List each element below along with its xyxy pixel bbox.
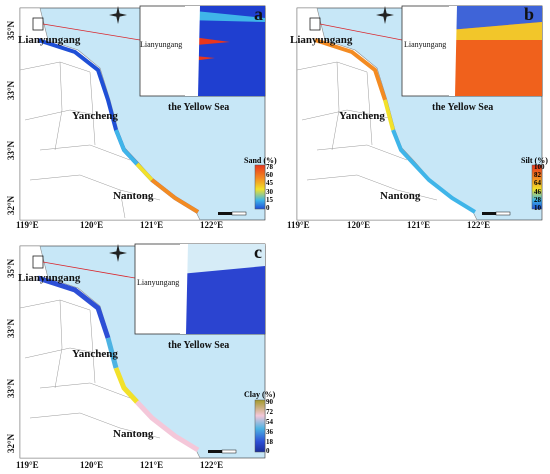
legend-value: 72 — [266, 408, 273, 416]
lon-tick: 121°E — [140, 460, 164, 470]
legend-value: 54 — [266, 418, 273, 426]
city-lianyungang: Lianyungang — [18, 34, 81, 46]
legend-title: Sand (%) — [244, 156, 277, 165]
inset-city-label: Lianyungang — [140, 40, 183, 49]
inset-city-label: Lianyungang — [137, 278, 180, 287]
legend-value: 90 — [266, 398, 273, 406]
panel-letter: b — [524, 4, 535, 24]
lon-tick: 122°E — [200, 460, 224, 470]
city-yancheng: Yancheng — [72, 348, 118, 360]
lon-tick: 122°E — [467, 220, 491, 230]
lat-tick: 35°N — [6, 20, 16, 40]
legend-value: 64 — [534, 179, 541, 187]
legend-title: Clay (%) — [244, 390, 276, 399]
lon-tick: 119°E — [16, 460, 39, 470]
legend-value: 30 — [266, 188, 273, 196]
city-nantong: Nantong — [113, 190, 154, 202]
compass-rose-icon — [109, 244, 127, 262]
coastal-belt — [37, 275, 111, 339]
lat-tick: 33°N — [6, 140, 16, 160]
silt-map — [296, 5, 543, 221]
clay-map — [19, 243, 266, 459]
legend-value: 10 — [534, 204, 541, 212]
lon-tick: 119°E — [287, 220, 310, 230]
city-lianyungang: Lianyungang — [290, 34, 353, 46]
city-yancheng: Yancheng — [339, 110, 385, 122]
legend-value: 82 — [534, 171, 541, 179]
legend-value: 45 — [266, 179, 273, 187]
legend-value: 78 — [266, 163, 273, 171]
legend-value: 15 — [266, 196, 273, 204]
legend-value: 46 — [534, 188, 541, 196]
legend-value: 28 — [534, 196, 541, 204]
sea-label: the Yellow Sea — [432, 102, 494, 113]
lat-tick: 33°N — [6, 80, 16, 100]
legend-title: Silt (%) — [521, 156, 548, 165]
city-nantong: Nantong — [113, 428, 154, 440]
city-yancheng: Yancheng — [72, 110, 118, 122]
sea-label: the Yellow Sea — [168, 102, 230, 113]
lat-tick: 35°N — [6, 258, 16, 278]
legend-value: 18 — [266, 438, 273, 446]
coastal-belt — [314, 38, 387, 101]
sand-map — [19, 5, 266, 221]
lon-tick: 120°E — [80, 460, 104, 470]
lon-tick: 122°E — [200, 220, 224, 230]
panel-silt: b Lianyungang Lianyungang Yancheng Nanto… — [277, 0, 550, 230]
compass-rose-icon — [109, 6, 127, 24]
panel-letter: c — [254, 242, 262, 262]
legend-value: 36 — [266, 428, 273, 436]
legend-value: 0 — [266, 204, 270, 212]
legend-value: 100 — [534, 163, 545, 171]
panel-letter: a — [254, 4, 263, 24]
legend-value: 0 — [266, 447, 270, 455]
lon-tick: 121°E — [140, 220, 164, 230]
lat-tick: 33°N — [6, 378, 16, 398]
lon-tick: 121°E — [407, 220, 431, 230]
compass-rose-icon — [376, 6, 394, 24]
legend-value: 60 — [266, 171, 273, 179]
city-nantong: Nantong — [380, 190, 421, 202]
inset-city-label: Lianyungang — [404, 40, 447, 49]
sea-label: the Yellow Sea — [168, 340, 230, 351]
panel-clay: c Lianyungang Lianyungang Yancheng Nanto… — [0, 238, 276, 474]
city-lianyungang: Lianyungang — [18, 272, 81, 284]
lat-tick: 32°N — [6, 195, 16, 215]
lon-tick: 120°E — [347, 220, 371, 230]
lon-tick: 120°E — [80, 220, 104, 230]
lat-tick: 33°N — [6, 318, 16, 338]
lon-tick: 119°E — [16, 220, 39, 230]
panel-sand: a Lianyungang Lianyungang Yancheng Nanto… — [0, 0, 277, 230]
lat-tick: 32°N — [6, 433, 16, 453]
